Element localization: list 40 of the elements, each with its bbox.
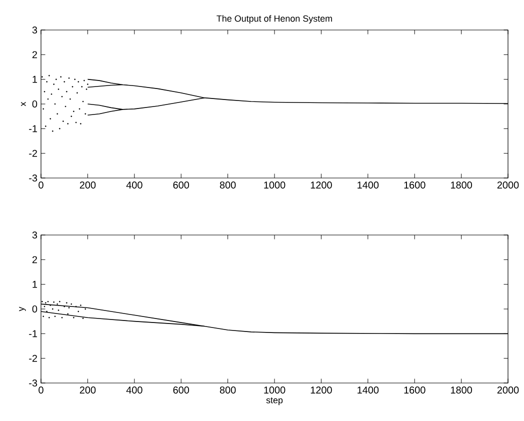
x-tick-label: 1800 — [450, 182, 472, 189]
x-tick-label: 1600 — [404, 182, 426, 189]
x-tick-label: 1000 — [264, 182, 286, 189]
x-tick-label: 200 — [80, 386, 96, 394]
y-tick-label: 1 — [32, 76, 37, 83]
x-tick-label: 200 — [80, 182, 96, 189]
y-tick-label: -1 — [29, 125, 37, 132]
x-tick-label: 1400 — [358, 386, 379, 394]
y-tick-label: 1 — [32, 280, 37, 288]
chart-title: The Output of Henon System — [216, 15, 332, 24]
x-tick-label: 400 — [126, 182, 142, 189]
y-tick-label: -1 — [29, 330, 37, 338]
y-tick-label: -2 — [29, 354, 37, 362]
x-tick-label: 400 — [126, 386, 142, 394]
x-tick-label: 600 — [173, 386, 190, 394]
y-tick-label: -3 — [29, 174, 38, 182]
y-tick-label: 2 — [32, 256, 37, 264]
x-tick-label: 600 — [173, 182, 190, 189]
x-tick-label: 1400 — [358, 182, 379, 189]
y-axis-title: y — [19, 306, 26, 312]
x-tick-label: 1200 — [310, 386, 332, 394]
x-tick-label: 1000 — [264, 386, 286, 394]
x-tick-label: 800 — [220, 386, 236, 394]
x-tick-label: 1800 — [450, 386, 472, 394]
y-tick-label: 3 — [32, 26, 38, 34]
x-tick-label: 2000 — [497, 386, 519, 394]
x-tick-label: 2000 — [497, 182, 519, 189]
y-tick-label: 0 — [32, 305, 38, 313]
x-tick-label: 1600 — [404, 386, 426, 394]
x-tick-label: 1200 — [310, 182, 332, 189]
x-axis-title: step — [266, 397, 283, 406]
y-tick-label: 0 — [32, 100, 38, 108]
y-tick-label: 3 — [32, 231, 38, 239]
y-tick-label: 2 — [32, 51, 37, 58]
x-tick-label: 0 — [38, 386, 44, 394]
x-tick-label: 0 — [38, 182, 44, 189]
y-tick-label: -3 — [29, 379, 38, 387]
y-axis-title: x — [21, 102, 26, 106]
x-tick-label: 800 — [220, 182, 236, 189]
y-tick-label: -2 — [29, 150, 37, 157]
